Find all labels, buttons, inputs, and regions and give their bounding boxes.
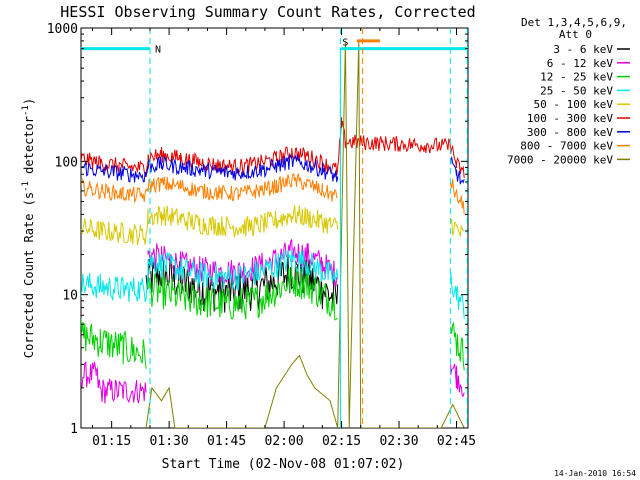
- legend-label: 300 - 800 keV: [527, 126, 613, 139]
- y-tick-label: 100: [55, 155, 78, 170]
- legend-label: 100 - 300 keV: [527, 112, 613, 125]
- x-tick-label: 02:45: [437, 434, 476, 449]
- y-axis-label-sup1: -1: [21, 181, 31, 192]
- annotation-layer: NS: [81, 28, 468, 428]
- y-tick-label: 1000: [47, 22, 78, 37]
- y-axis-label-group: Corrected Count Rate (s-1 detector-1): [21, 98, 36, 358]
- plot-area: [80, 27, 469, 429]
- legend-label: 7000 - 20000 keV: [507, 153, 613, 166]
- legend-label: 25 - 50 keV: [540, 84, 613, 97]
- series-line-8: [145, 40, 465, 428]
- series-line-1: [81, 239, 465, 404]
- x-tick-label: 01:30: [150, 434, 189, 449]
- chart-title: HESSI Observing Summary Count Rates, Cor…: [60, 3, 475, 21]
- legend-label: 6 - 12 keV: [547, 57, 614, 70]
- y-axis-label: Corrected Count Rate (s-1 detector-1): [21, 98, 36, 358]
- series-line-7: [81, 172, 465, 215]
- saa-label: S: [342, 38, 348, 49]
- legend-label: 12 - 25 keV: [540, 71, 613, 84]
- x-tick-label: 02:15: [322, 434, 361, 449]
- x-tick-label: 01:15: [92, 434, 131, 449]
- plot-frame: [80, 27, 469, 429]
- x-axis-label: Start Time (02-Nov-08 01:07:02): [162, 457, 405, 472]
- y-tick-label: 1: [70, 422, 78, 437]
- x-tick-label: 01:45: [207, 434, 246, 449]
- y-axis-label-end: ): [22, 98, 36, 105]
- legend-header-line1: Det 1,3,4,5,6,9,: [521, 16, 627, 29]
- footer-timestamp: 14-Jan-2010 16:54: [554, 469, 636, 478]
- series-line-4: [81, 205, 465, 245]
- y-axis-label-sup2: -1: [21, 105, 31, 116]
- legend-label: 50 - 100 keV: [534, 98, 614, 111]
- legend-header-line2: Att 0: [559, 28, 592, 41]
- series-line-2: [81, 264, 465, 371]
- x-tick-label: 02:00: [265, 434, 304, 449]
- y-tick-label: 10: [62, 289, 78, 304]
- y-axis-label-main: Corrected Count Rate (s: [22, 192, 36, 358]
- axis-layer: 01:15 01:30 01:45 02:00 02:15 02:30 02:45 1 10 10…: [47, 22, 476, 449]
- series-line-6: [81, 154, 465, 185]
- series-line-5: [81, 117, 465, 178]
- x-tick-label: 02:30: [379, 434, 418, 449]
- y-axis-label-mid: detector: [22, 116, 36, 181]
- night-label: N: [155, 45, 161, 56]
- legend-label: 800 - 7000 keV: [520, 140, 613, 153]
- legend-label: 3 - 6 keV: [553, 43, 613, 56]
- series-layer: [81, 40, 465, 428]
